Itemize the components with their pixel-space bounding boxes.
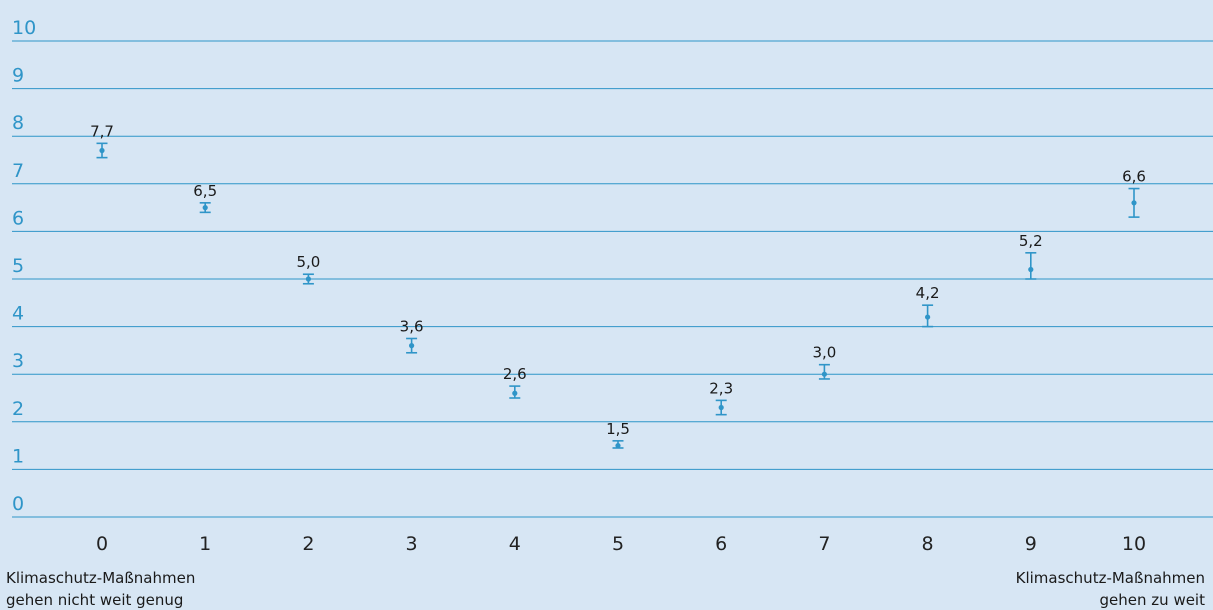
- x-right-note-line-2: gehen zu weit: [1100, 591, 1206, 609]
- data-marks: 7,7 6,5 5,0 3,6 2,6 1,5 2,3 3,0 4,2 5,2 6,6: [90, 122, 1146, 449]
- y-tick-label-7: 7: [12, 160, 24, 182]
- y-tick-label-5: 5: [12, 255, 24, 277]
- data-label-1: 6,5: [193, 182, 217, 200]
- y-tick-label-3: 3: [12, 350, 24, 372]
- y-tick-label-8: 8: [12, 112, 24, 134]
- x-tick-label-8: 8: [922, 533, 934, 555]
- data-point-9: [1028, 266, 1034, 273]
- data-point-group-9: 5,2: [1019, 232, 1043, 280]
- data-point-10: [1131, 200, 1137, 206]
- y-tick-label-0: 0: [12, 493, 24, 515]
- x-tick-label-10: 10: [1122, 533, 1146, 555]
- data-label-9: 5,2: [1019, 232, 1043, 250]
- data-point-group-8: 4,2: [916, 284, 940, 328]
- data-point-3: [409, 343, 415, 349]
- data-label-8: 4,2: [916, 284, 940, 302]
- data-label-0: 7,7: [90, 122, 114, 140]
- y-tick-labels: 0 1 2 3 4 5 6 7 8 9 10: [12, 17, 36, 515]
- data-label-4: 2,6: [503, 365, 527, 383]
- data-label-2: 5,0: [296, 253, 320, 271]
- x-left-note-line-2: gehen nicht weit genug: [6, 591, 183, 609]
- data-point-group-2: 5,0: [296, 253, 320, 285]
- x-tick-label-6: 6: [715, 533, 727, 555]
- data-point-0: [99, 147, 105, 154]
- x-left-note-line-1: Klimaschutz-Maßnahmen: [6, 569, 195, 587]
- x-tick-label-1: 1: [199, 533, 211, 555]
- data-point-group-3: 3,6: [400, 318, 424, 354]
- data-label-3: 3,6: [400, 318, 424, 336]
- x-tick-label-2: 2: [302, 533, 314, 555]
- y-tick-label-4: 4: [12, 303, 24, 325]
- x-tick-label-0: 0: [96, 533, 108, 555]
- y-tick-label-9: 9: [12, 65, 24, 87]
- data-point-group-7: 3,0: [812, 344, 836, 380]
- data-point-group-4: 2,6: [503, 365, 527, 399]
- x-tick-label-9: 9: [1025, 533, 1037, 555]
- data-label-7: 3,0: [812, 344, 836, 362]
- x-tick-label-4: 4: [509, 533, 521, 555]
- y-tick-label-2: 2: [12, 398, 24, 420]
- data-point-4: [512, 390, 518, 396]
- data-point-1: [202, 205, 208, 211]
- data-point-group-6: 2,3: [709, 379, 733, 416]
- data-point-group-0: 7,7: [90, 122, 114, 159]
- data-label-10: 6,6: [1122, 168, 1146, 186]
- data-point-8: [925, 314, 931, 320]
- data-point-6: [718, 404, 724, 411]
- x-tick-label-7: 7: [818, 533, 830, 555]
- data-point-2: [305, 276, 311, 282]
- gridlines: [12, 40, 1213, 518]
- y-tick-label-6: 6: [12, 207, 24, 229]
- data-label-5: 1,5: [606, 420, 630, 438]
- x-tick-label-3: 3: [406, 533, 418, 555]
- x-right-note-line-1: Klimaschutz-Maßnahmen: [1016, 569, 1205, 587]
- data-point-group-5: 1,5: [606, 420, 630, 449]
- data-label-6: 2,3: [709, 379, 733, 397]
- y-tick-label-10: 10: [12, 17, 36, 39]
- x-axis-notes: Klimaschutz-Maßnahmen gehen nicht weit g…: [6, 569, 1205, 609]
- data-point-group-1: 6,5: [193, 182, 217, 214]
- data-point-5: [615, 443, 621, 449]
- data-point-7: [821, 371, 828, 377]
- x-tick-label-5: 5: [612, 533, 624, 555]
- y-tick-label-1: 1: [12, 445, 24, 467]
- x-tick-labels: 0 1 2 3 4 5 6 7 8 9 10: [96, 533, 1146, 555]
- data-point-group-10: 6,6: [1122, 168, 1146, 218]
